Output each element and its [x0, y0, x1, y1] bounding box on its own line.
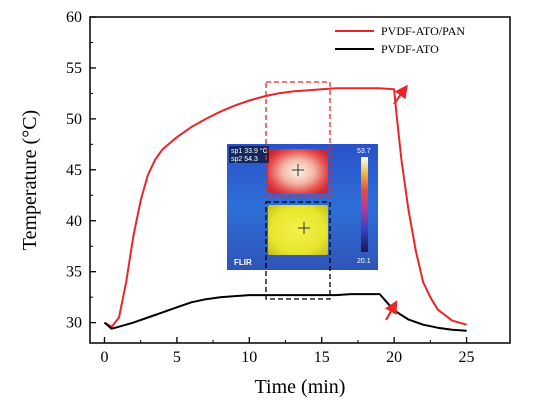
x-tick-label: 15 — [314, 349, 330, 366]
hot-region-dashed-box — [265, 81, 331, 198]
series-layer — [103, 87, 467, 332]
scale-min-label: 20.1 — [357, 258, 371, 265]
axes-group: 0 5 10 15 20 25 30 35 40 45 50 55 60 Time (min) Temper… — [19, 9, 475, 398]
x-axis-title: Time (min) — [255, 376, 346, 398]
scale-max-label: 53.7 — [357, 148, 371, 155]
y-tick-label: 40 — [66, 213, 82, 230]
x-tick-label: 5 — [173, 349, 181, 366]
inset-top-readout: sp1 33.9 °C — [231, 147, 268, 155]
x-tick-label: 10 — [241, 349, 257, 366]
inset-bottom-readout: sp2 54.3 — [231, 156, 258, 163]
thermal-inset-image: sp1 33.9 °C sp2 54.3 53.7 20.1 FLIR — [227, 144, 378, 270]
cool-sample-region — [268, 205, 328, 255]
legend-label-1: PVDF-ATO — [381, 42, 439, 56]
y-tick-label: 45 — [66, 162, 82, 179]
y-tick-label: 30 — [66, 315, 82, 332]
plot-frame — [89, 16, 511, 344]
x-tick-label: 20 — [386, 349, 402, 366]
series-line-0 — [104, 87, 467, 328]
legend-label-0: PVDF-ATO/PAN — [381, 24, 465, 38]
black-curve-arrow — [384, 300, 398, 321]
crosshair-icon — [292, 164, 310, 234]
y-axis-title: Temperature (°C) — [19, 110, 41, 250]
series-line-1 — [103, 293, 467, 332]
red-curve-arrow — [393, 84, 408, 105]
y-tick-label: 35 — [66, 264, 82, 281]
y-tick-label: 55 — [66, 60, 82, 77]
flir-logo: FLIR — [234, 258, 252, 267]
cool-region-dashed-box — [265, 201, 331, 300]
temperature-color-scale — [361, 157, 368, 252]
x-tick-label: 25 — [459, 349, 475, 366]
y-tick-label: 60 — [66, 9, 82, 26]
legend: PVDF-ATO/PAN PVDF-ATO — [335, 24, 465, 56]
x-tick-label: 0 — [100, 349, 108, 366]
y-tick-label: 50 — [66, 111, 82, 128]
